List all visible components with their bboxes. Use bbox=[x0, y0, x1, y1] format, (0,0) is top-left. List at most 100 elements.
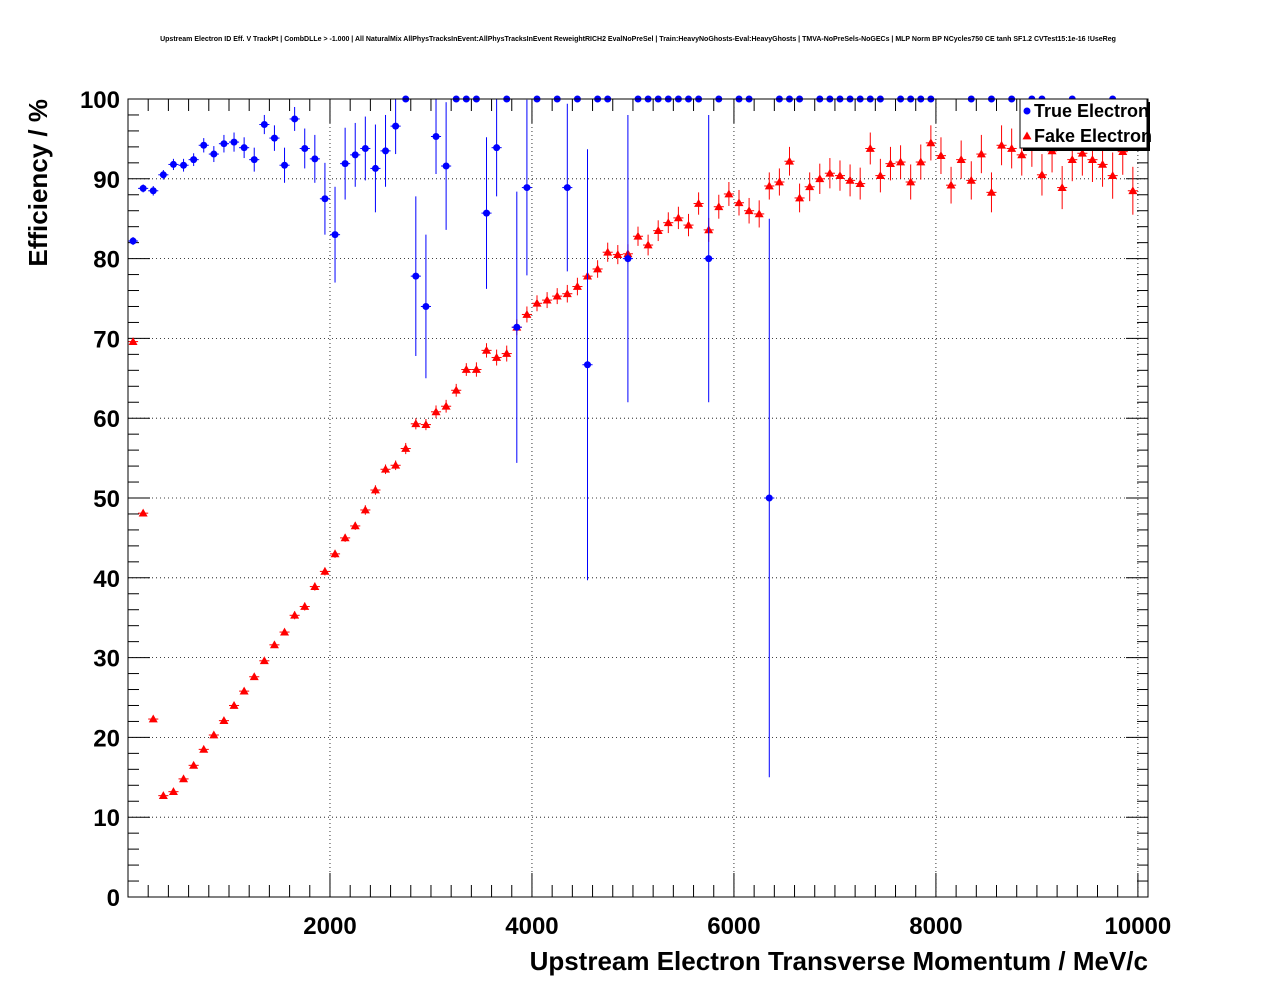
marker bbox=[875, 171, 885, 179]
marker bbox=[169, 160, 177, 168]
marker bbox=[562, 289, 572, 298]
data-point-fake-electron bbox=[340, 533, 351, 542]
data-point-fake-electron bbox=[834, 160, 846, 191]
marker bbox=[765, 494, 773, 502]
data-point-fake-electron bbox=[491, 349, 502, 366]
data-point-true-electron bbox=[279, 147, 290, 183]
data-point-fake-electron bbox=[128, 337, 139, 345]
legend-label-fake-electron: Fake Electron bbox=[1034, 126, 1152, 146]
data-point-true-electron bbox=[703, 114, 714, 403]
data-point-fake-electron bbox=[885, 146, 896, 181]
x-tick-label: 6000 bbox=[707, 913, 760, 940]
marker bbox=[845, 175, 855, 184]
marker bbox=[270, 134, 278, 142]
data-point-true-electron bbox=[208, 146, 219, 163]
data-point-fake-electron bbox=[420, 418, 431, 431]
marker bbox=[441, 401, 451, 410]
marker bbox=[220, 140, 228, 148]
data-point-fake-electron bbox=[845, 164, 856, 197]
marker bbox=[1128, 186, 1138, 195]
data-point-fake-electron bbox=[925, 125, 936, 161]
marker bbox=[522, 309, 532, 318]
marker bbox=[471, 365, 481, 373]
marker bbox=[542, 295, 552, 304]
data-point-fake-electron bbox=[208, 730, 219, 739]
marker bbox=[148, 714, 158, 723]
marker bbox=[260, 121, 268, 129]
data-point-fake-electron bbox=[744, 197, 755, 224]
data-point-true-electron bbox=[441, 102, 452, 230]
marker bbox=[431, 407, 441, 416]
marker bbox=[532, 298, 542, 307]
data-point-fake-electron bbox=[471, 362, 482, 377]
series-fake-electron bbox=[128, 125, 1138, 800]
series-true-electron bbox=[128, 95, 1118, 778]
data-point-true-electron bbox=[178, 158, 189, 172]
legend-box bbox=[1019, 98, 1148, 149]
marker bbox=[269, 640, 279, 649]
data-point-fake-electron bbox=[350, 521, 361, 530]
marker bbox=[683, 220, 693, 229]
data-point-true-electron bbox=[138, 184, 149, 193]
marker bbox=[1067, 155, 1077, 164]
marker bbox=[229, 700, 239, 709]
data-point-true-electron bbox=[380, 114, 391, 187]
x-tick-label: 8000 bbox=[909, 913, 962, 940]
marker bbox=[432, 133, 440, 141]
data-point-true-electron bbox=[309, 134, 320, 183]
x-tick-label: 2000 bbox=[303, 913, 356, 940]
marker bbox=[351, 151, 359, 159]
data-point-fake-electron bbox=[683, 213, 694, 237]
marker bbox=[1087, 155, 1097, 164]
marker bbox=[290, 610, 300, 619]
data-point-fake-electron bbox=[360, 505, 371, 515]
data-point-fake-electron bbox=[794, 183, 805, 213]
marker bbox=[956, 155, 966, 164]
marker bbox=[653, 226, 663, 235]
marker bbox=[633, 231, 643, 240]
data-point-fake-electron bbox=[1036, 154, 1048, 196]
marker bbox=[906, 177, 916, 186]
data-point-true-electron bbox=[128, 237, 139, 246]
data-point-fake-electron bbox=[451, 383, 462, 397]
data-point-fake-electron bbox=[774, 168, 785, 196]
data-point-fake-electron bbox=[915, 144, 926, 180]
data-point-fake-electron bbox=[956, 140, 967, 179]
marker bbox=[1057, 183, 1067, 191]
data-point-fake-electron bbox=[390, 460, 401, 471]
x-tick-label: 4000 bbox=[505, 913, 558, 940]
data-point-true-electron bbox=[319, 162, 330, 235]
data-point-fake-electron bbox=[309, 582, 320, 591]
marker bbox=[421, 420, 431, 428]
marker bbox=[603, 247, 613, 256]
y-tick-label: 0 bbox=[107, 885, 120, 912]
marker bbox=[613, 250, 623, 258]
marker bbox=[320, 566, 330, 575]
data-point-true-electron bbox=[198, 138, 209, 153]
data-point-fake-electron bbox=[370, 485, 381, 495]
marker bbox=[624, 255, 632, 263]
data-point-fake-electron bbox=[249, 672, 260, 681]
marker bbox=[795, 193, 805, 202]
marker bbox=[250, 156, 258, 164]
marker bbox=[210, 150, 218, 158]
marker bbox=[936, 151, 946, 160]
marker bbox=[966, 175, 976, 184]
data-point-fake-electron bbox=[461, 363, 472, 376]
data-point-true-electron bbox=[511, 191, 522, 463]
data-point-fake-electron bbox=[259, 656, 270, 665]
marker bbox=[461, 365, 471, 373]
marker bbox=[986, 187, 996, 196]
data-point-fake-electron bbox=[531, 295, 543, 312]
marker bbox=[331, 231, 339, 239]
marker bbox=[584, 361, 592, 369]
marker bbox=[249, 672, 259, 681]
data-point-true-electron bbox=[410, 196, 421, 356]
chart-title: Upstream Electron ID Eff. V TrackPt | Co… bbox=[160, 36, 1116, 43]
data-point-true-electron bbox=[390, 99, 401, 155]
data-point-fake-electron bbox=[632, 226, 644, 246]
marker bbox=[694, 199, 704, 207]
marker bbox=[774, 177, 784, 186]
marker bbox=[382, 147, 390, 155]
